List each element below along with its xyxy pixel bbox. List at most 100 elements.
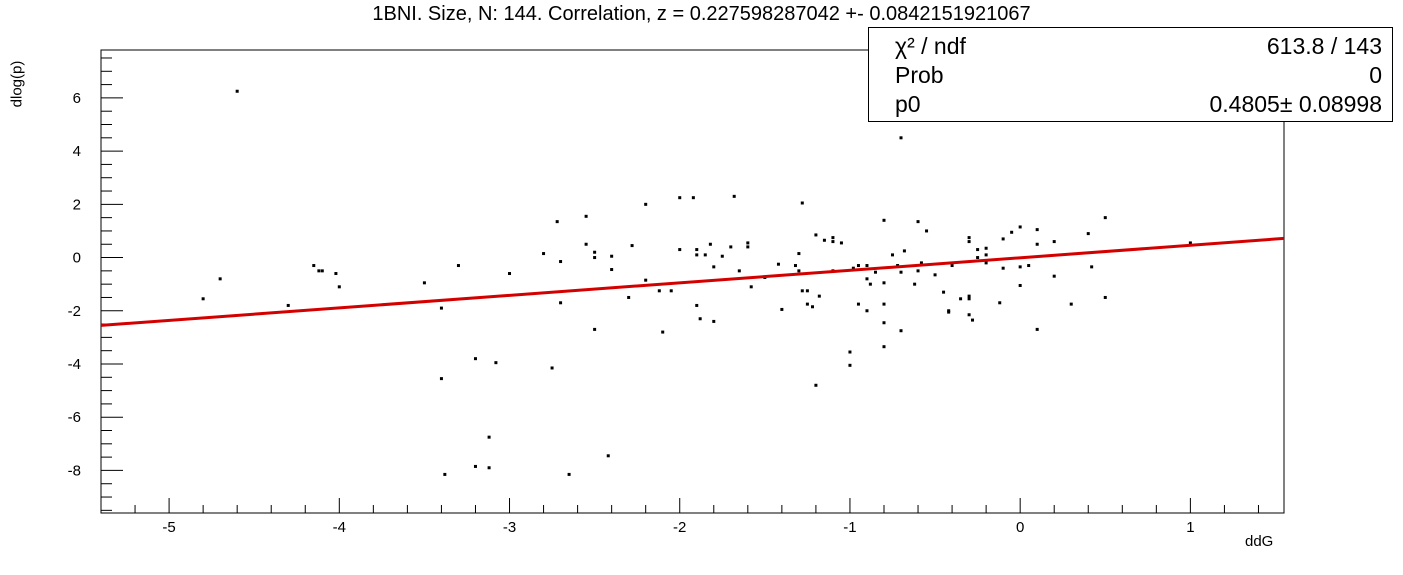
data-point: [712, 319, 716, 323]
data-point: [1027, 264, 1031, 268]
stats-value: 0: [1369, 62, 1382, 88]
data-point: [630, 244, 634, 248]
data-point: [729, 245, 733, 249]
data-point: [559, 260, 563, 264]
data-point: [839, 241, 843, 245]
data-point: [439, 306, 443, 310]
data-point: [703, 253, 707, 257]
data-point: [865, 309, 869, 313]
data-point: [942, 290, 946, 294]
stats-value: 613.8 / 143: [1266, 33, 1382, 59]
data-point: [817, 294, 821, 298]
data-point: [749, 285, 753, 289]
data-point: [494, 361, 498, 365]
data-point: [984, 253, 988, 257]
data-point: [882, 281, 886, 285]
data-point: [797, 252, 801, 256]
data-point: [967, 240, 971, 244]
data-point: [218, 277, 222, 281]
data-point: [695, 248, 699, 252]
data-points: [201, 89, 1192, 476]
data-point: [797, 269, 801, 273]
data-point: [508, 272, 512, 276]
data-point: [814, 383, 818, 387]
data-point: [1052, 274, 1056, 278]
data-point: [902, 249, 906, 253]
data-point: [776, 262, 780, 266]
data-point: [780, 307, 784, 311]
data-point: [814, 233, 818, 237]
data-point: [555, 220, 559, 224]
data-point: [542, 252, 546, 256]
data-point: [473, 357, 477, 361]
data-point: [473, 464, 477, 468]
data-point: [644, 202, 648, 206]
data-point: [851, 266, 855, 270]
data-point: [439, 377, 443, 381]
x-tick-label: -2: [673, 519, 686, 536]
stats-value: 0.4805± 0.08998: [1209, 91, 1383, 117]
data-point: [882, 218, 886, 222]
data-point: [1052, 240, 1056, 244]
data-point: [891, 253, 895, 257]
data-point: [831, 236, 835, 240]
data-point: [925, 229, 929, 233]
data-point: [720, 254, 724, 258]
data-point: [916, 220, 920, 224]
data-point: [584, 214, 588, 218]
data-point: [800, 201, 804, 205]
data-point: [695, 253, 699, 257]
data-point: [967, 236, 971, 240]
data-point: [933, 273, 937, 277]
data-point: [550, 366, 554, 370]
data-point: [669, 289, 673, 293]
data-point: [967, 294, 971, 298]
data-point: [971, 318, 975, 322]
y-axis-label: dlog(p): [8, 60, 26, 108]
data-point: [976, 248, 980, 252]
y-tick-label: 0: [73, 250, 81, 267]
data-point: [1090, 265, 1094, 269]
data-point: [882, 302, 886, 306]
data-point: [627, 295, 631, 299]
data-point: [848, 363, 852, 367]
data-point: [661, 330, 665, 334]
data-point: [967, 313, 971, 317]
data-point: [737, 269, 741, 273]
data-point: [1069, 302, 1073, 306]
data-point: [1018, 225, 1022, 229]
data-point: [831, 240, 835, 244]
data-point: [235, 89, 239, 93]
data-point: [865, 277, 869, 281]
data-point: [984, 246, 988, 250]
fit-line: [100, 236, 1285, 327]
data-point: [708, 242, 712, 246]
stats-label: p0: [895, 91, 921, 117]
data-point: [998, 301, 1002, 305]
data-point: [984, 261, 988, 265]
data-point: [337, 285, 341, 289]
data-point: [916, 269, 920, 273]
x-tick-label: -4: [333, 519, 346, 536]
y-tick-label: -4: [68, 356, 81, 373]
data-point: [644, 278, 648, 282]
data-point: [1103, 295, 1107, 299]
data-point: [443, 472, 447, 476]
y-tick-label: -2: [68, 303, 81, 320]
data-point: [822, 238, 826, 242]
data-point: [856, 302, 860, 306]
data-point: [882, 321, 886, 325]
data-point: [882, 345, 886, 349]
data-point: [1018, 265, 1022, 269]
x-tick-label: 1: [1186, 519, 1194, 536]
data-point: [610, 268, 614, 272]
data-point: [1001, 266, 1005, 270]
data-point: [1018, 283, 1022, 287]
data-point: [559, 301, 563, 305]
data-point: [899, 270, 903, 274]
data-point: [1010, 230, 1014, 234]
data-point: [899, 136, 903, 140]
data-point: [334, 272, 338, 276]
fit-stats-box: χ² / ndf 613.8 / 143 Prob 0 p0 0.4805± 0…: [868, 27, 1393, 122]
data-point: [698, 317, 702, 321]
